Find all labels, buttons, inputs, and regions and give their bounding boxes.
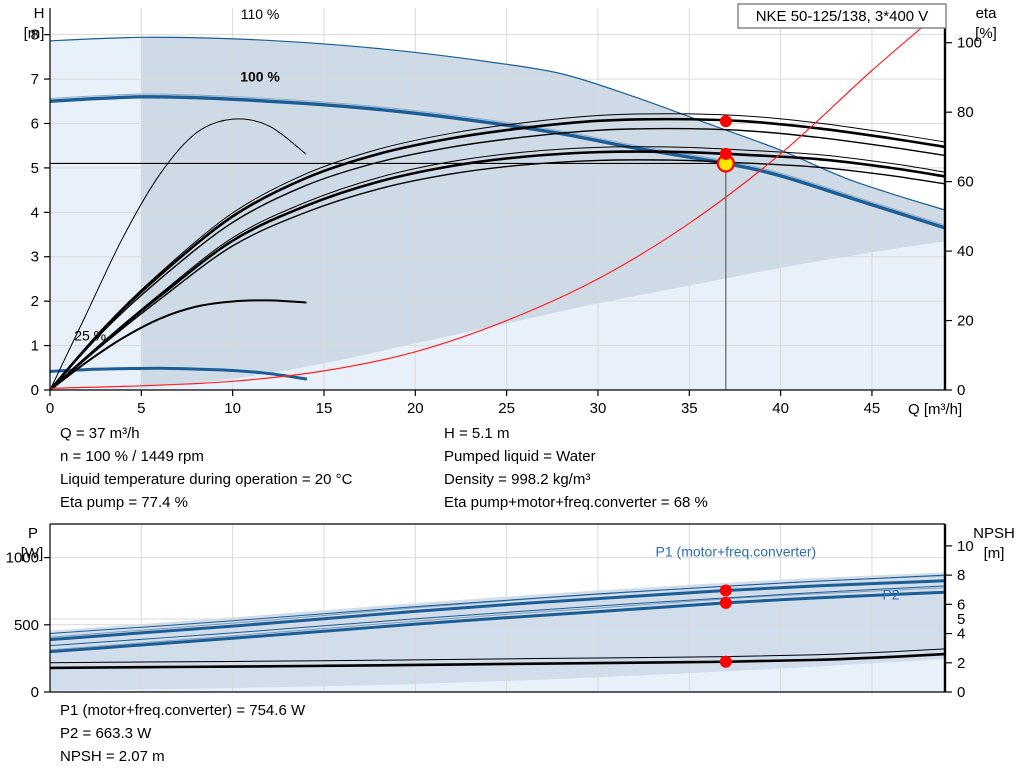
main-x-axis-label: Q [m³/h] [908, 401, 962, 418]
svg-text:3: 3 [31, 249, 39, 266]
annotation-p2-series: P2 [882, 586, 899, 602]
svg-text:6: 6 [31, 115, 39, 132]
svg-text:60: 60 [957, 174, 974, 191]
svg-text:80: 80 [957, 104, 974, 121]
svg-text:0: 0 [957, 684, 965, 701]
svg-text:4: 4 [31, 204, 39, 221]
svg-text:35: 35 [681, 400, 698, 417]
power-y-right-axis-name: NPSH [973, 525, 1015, 542]
annotation-25-percent: 25 % [74, 327, 106, 343]
svg-text:500: 500 [14, 617, 39, 634]
svg-text:45: 45 [864, 400, 881, 417]
duty-info-left-2: Liquid temperature during operation = 20… [60, 471, 353, 488]
svg-text:10: 10 [224, 400, 241, 417]
duty-info-right-3: Eta pump+motor+freq.converter = 68 % [444, 494, 708, 511]
svg-text:25: 25 [498, 400, 515, 417]
svg-text:20: 20 [407, 400, 424, 417]
svg-text:4: 4 [957, 626, 965, 643]
main-y-right-axis-name: eta [976, 5, 998, 22]
svg-text:8: 8 [957, 567, 965, 584]
svg-text:6: 6 [957, 596, 965, 613]
svg-text:0: 0 [46, 400, 54, 417]
svg-text:1000: 1000 [6, 550, 39, 567]
power-npsh-chart: P [W] NPSH [m] 0 500 1000 0 2 4 6 8 10 5 P1 (moto… [6, 523, 1015, 765]
power-info-block: P1 (motor+freq.converter) = 754.6 W P2 =… [60, 702, 306, 765]
svg-text:40: 40 [772, 400, 789, 417]
power-info-0: P1 (motor+freq.converter) = 754.6 W [60, 702, 306, 719]
power-y-left-axis-name: P [28, 525, 38, 542]
duty-info-left-3: Eta pump = 77.4 % [60, 494, 188, 511]
svg-text:100: 100 [957, 35, 982, 52]
duty-info-left-0: Q = 37 m³/h [60, 425, 140, 442]
svg-text:10: 10 [957, 538, 974, 555]
svg-text:7: 7 [31, 71, 39, 88]
svg-text:30: 30 [590, 400, 607, 417]
duty-info-right-1: Pumped liquid = Water [444, 448, 596, 465]
svg-text:1: 1 [31, 338, 39, 355]
svg-text:2: 2 [957, 655, 965, 672]
svg-text:15: 15 [316, 400, 333, 417]
svg-text:5: 5 [137, 400, 145, 417]
svg-text:0: 0 [31, 382, 39, 399]
power-info-1: P2 = 663.3 W [60, 725, 152, 742]
duty-info-right-2: Density = 998.2 kg/m³ [444, 471, 590, 488]
power-y-right-axis-unit: [m] [984, 545, 1005, 562]
power-info-2: NPSH = 2.07 m [60, 748, 165, 765]
power-plot-area: 0 500 1000 0 2 4 6 8 10 5 [6, 523, 974, 701]
svg-text:2: 2 [31, 293, 39, 310]
title-box: NKE 50-125/138, 3*400 V [737, 3, 947, 29]
main-y-left-axis-unit: [m] [24, 25, 45, 42]
svg-text:5: 5 [957, 611, 965, 628]
annotation-110-percent: 110 % [241, 6, 280, 22]
svg-text:5: 5 [31, 160, 39, 177]
main-y-left-axis-name: H [34, 5, 45, 22]
duty-info-left-1: n = 100 % / 1449 rpm [60, 448, 204, 465]
title-box-label: NKE 50-125/138, 3*400 V [756, 8, 929, 25]
main-y-right-axis-unit: [%] [975, 25, 997, 42]
svg-text:0: 0 [31, 684, 39, 701]
annotation-p1-series: P1 (motor+freq.converter) [656, 543, 817, 559]
svg-text:8: 8 [31, 27, 39, 44]
svg-text:20: 20 [957, 313, 974, 330]
svg-text:40: 40 [957, 243, 974, 260]
duty-info-right-0: H = 5.1 m [444, 425, 509, 442]
annotation-100-percent: 100 % [240, 68, 280, 84]
svg-text:0: 0 [957, 382, 965, 399]
power-y-left-axis-unit: [W] [21, 545, 44, 562]
duty-info-block: Q = 37 m³/h n = 100 % / 1449 rpm Liquid … [60, 425, 708, 511]
